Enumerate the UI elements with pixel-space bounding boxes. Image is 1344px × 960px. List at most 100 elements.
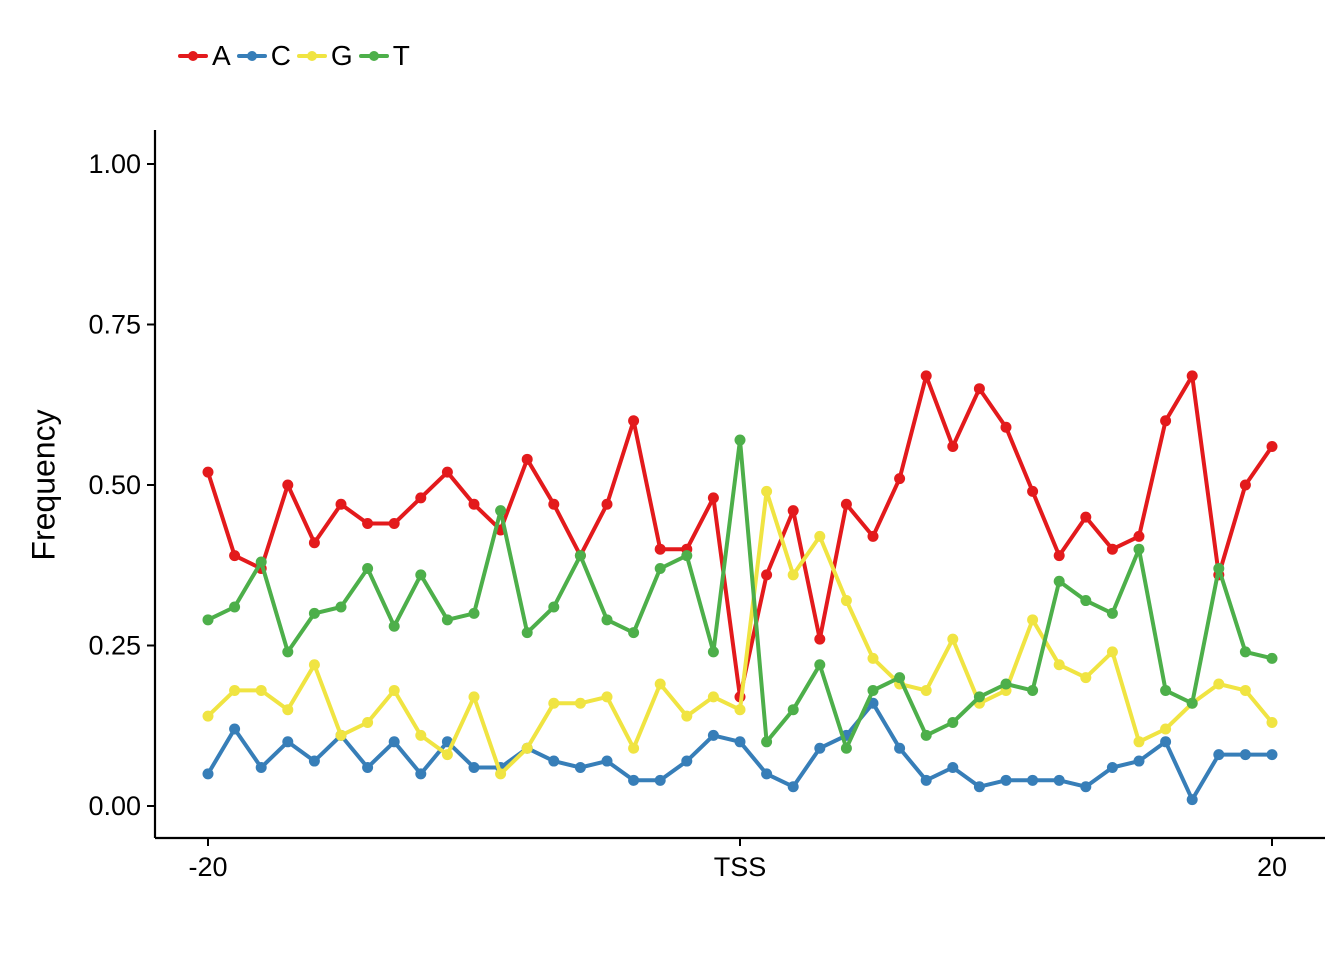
data-point-g bbox=[415, 729, 427, 741]
data-point-a bbox=[840, 498, 852, 510]
data-point-t bbox=[468, 607, 480, 619]
data-point-c bbox=[601, 755, 613, 767]
data-point-a bbox=[973, 383, 985, 395]
data-point-t bbox=[947, 717, 959, 729]
data-point-a bbox=[521, 453, 533, 465]
data-point-g bbox=[761, 485, 773, 497]
data-point-t bbox=[1027, 684, 1039, 696]
data-point-c bbox=[1053, 774, 1065, 786]
data-point-t bbox=[894, 672, 906, 684]
data-point-a bbox=[441, 466, 453, 478]
data-point-g bbox=[734, 704, 746, 716]
data-point-a bbox=[1080, 511, 1092, 523]
data-point-g bbox=[867, 652, 879, 664]
data-point-t bbox=[654, 562, 666, 574]
data-point-a bbox=[362, 518, 374, 530]
data-point-g bbox=[574, 697, 586, 709]
y-tick-label: 1.00 bbox=[88, 149, 141, 179]
data-point-g bbox=[787, 569, 799, 581]
data-point-c bbox=[1133, 755, 1145, 767]
data-point-c bbox=[229, 723, 241, 735]
data-point-a bbox=[1160, 415, 1172, 427]
data-point-c bbox=[1080, 781, 1092, 793]
data-point-c bbox=[468, 761, 480, 773]
data-point-c bbox=[1160, 736, 1172, 748]
legend-item-a: A bbox=[176, 38, 231, 74]
data-point-a bbox=[282, 479, 294, 491]
data-point-t bbox=[441, 614, 453, 626]
data-point-g bbox=[1213, 678, 1225, 690]
legend-key-g bbox=[295, 51, 329, 61]
data-point-a bbox=[654, 543, 666, 555]
data-point-g bbox=[707, 691, 719, 703]
data-point-c bbox=[362, 761, 374, 773]
legend-key-t bbox=[357, 51, 391, 61]
data-point-c bbox=[707, 729, 719, 741]
data-point-g bbox=[628, 742, 640, 754]
data-point-c bbox=[681, 755, 693, 767]
legend-label-c: C bbox=[270, 40, 291, 71]
data-point-g bbox=[1053, 659, 1065, 671]
data-point-c bbox=[548, 755, 560, 767]
data-point-t bbox=[787, 704, 799, 716]
data-point-c bbox=[973, 781, 985, 793]
data-point-c bbox=[761, 768, 773, 780]
data-point-a bbox=[1186, 370, 1198, 382]
data-point-g bbox=[548, 697, 560, 709]
data-point-g bbox=[1133, 736, 1145, 748]
data-point-c bbox=[574, 761, 586, 773]
data-point-t bbox=[229, 601, 241, 613]
data-point-g bbox=[1160, 723, 1172, 735]
data-point-t bbox=[867, 684, 879, 696]
data-point-g bbox=[521, 742, 533, 754]
data-point-a bbox=[548, 498, 560, 510]
data-point-c bbox=[628, 774, 640, 786]
data-point-a bbox=[415, 492, 427, 504]
series-line-g bbox=[206, 489, 1274, 776]
data-point-g bbox=[681, 710, 693, 722]
data-point-c bbox=[920, 774, 932, 786]
y-tick-label: 0.25 bbox=[88, 631, 141, 661]
data-point-c bbox=[787, 781, 799, 793]
data-point-a bbox=[1133, 530, 1145, 542]
data-point-g bbox=[1266, 717, 1278, 729]
data-point-t bbox=[202, 614, 214, 626]
data-point-a bbox=[202, 466, 214, 478]
data-point-t bbox=[601, 614, 613, 626]
data-point-a bbox=[1000, 421, 1012, 433]
data-point-g bbox=[202, 710, 214, 722]
legend-item-c: C bbox=[235, 38, 291, 74]
data-point-t bbox=[1186, 697, 1198, 709]
data-point-a bbox=[628, 415, 640, 427]
data-point-a bbox=[308, 537, 320, 549]
data-point-t bbox=[548, 601, 560, 613]
data-point-t bbox=[521, 627, 533, 639]
y-tick-label: 0.00 bbox=[88, 791, 141, 821]
data-point-t bbox=[1266, 652, 1278, 664]
data-point-a bbox=[947, 440, 959, 452]
data-point-t bbox=[734, 434, 746, 446]
data-point-c bbox=[1186, 794, 1198, 806]
data-point-g bbox=[840, 595, 852, 607]
legend-label-g: G bbox=[330, 40, 353, 71]
data-point-g bbox=[468, 691, 480, 703]
data-point-t bbox=[973, 691, 985, 703]
data-point-c bbox=[388, 736, 400, 748]
data-point-a bbox=[1027, 485, 1039, 497]
data-point-g bbox=[1239, 684, 1251, 696]
data-point-a bbox=[601, 498, 613, 510]
data-point-t bbox=[814, 659, 826, 671]
data-point-t bbox=[1160, 684, 1172, 696]
legend-key-a bbox=[176, 51, 210, 61]
x-tick-label: TSS bbox=[714, 852, 767, 882]
data-point-c bbox=[1027, 774, 1039, 786]
data-point-a bbox=[388, 518, 400, 530]
data-point-t bbox=[388, 620, 400, 632]
data-point-g bbox=[654, 678, 666, 690]
legend-key-c bbox=[235, 51, 269, 61]
y-tick-label: 0.75 bbox=[88, 310, 141, 340]
data-point-g bbox=[1106, 646, 1118, 658]
data-point-t bbox=[335, 601, 347, 613]
data-point-c bbox=[734, 736, 746, 748]
